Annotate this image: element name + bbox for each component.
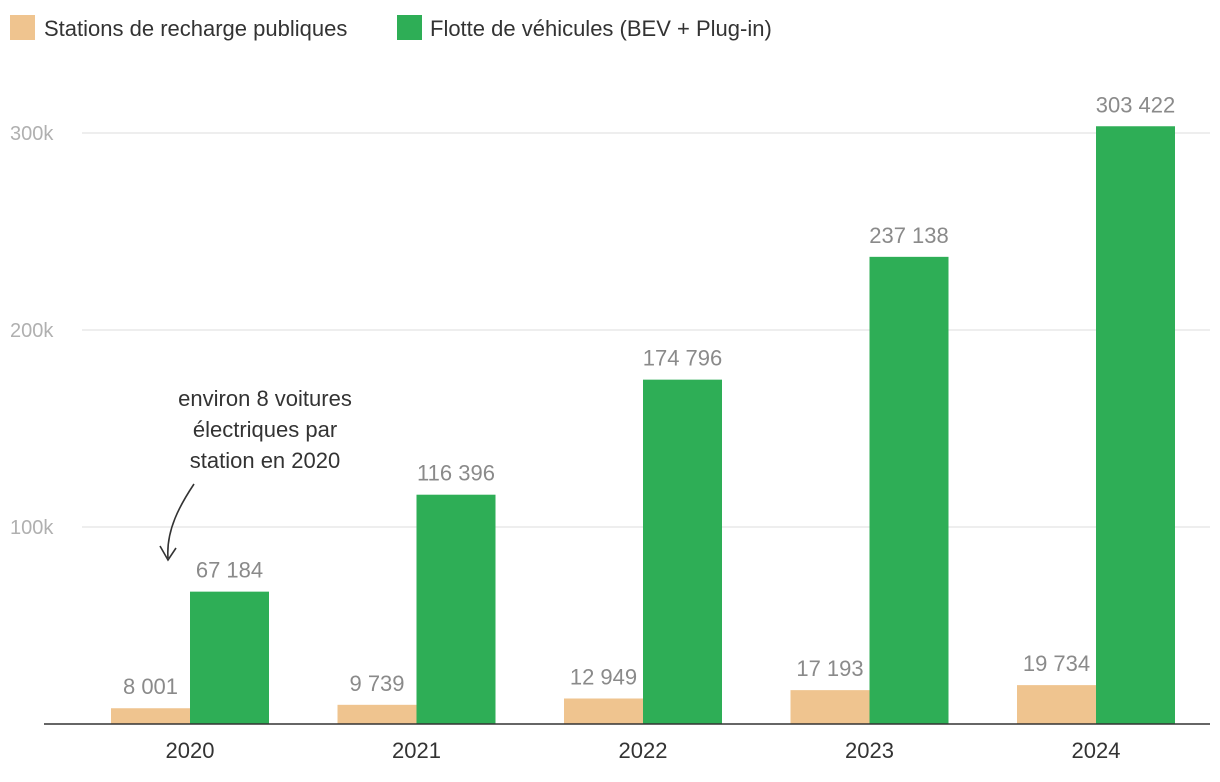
annotation: environ 8 voitures électriques par station… xyxy=(159,386,352,562)
annotation-line-2: électriques par xyxy=(193,417,337,442)
bar-vehicles-2022 xyxy=(643,379,722,724)
data-label-stations-2022: 12 949 xyxy=(570,664,637,689)
data-label-vehicles-2023: 237 138 xyxy=(869,223,949,248)
y-tick-label: 300k xyxy=(10,123,54,145)
legend-label-2: Flotte de véhicules (BEV + Plug-in) xyxy=(430,16,772,41)
x-axis-ticks: 2020 2021 2022 2023 2024 xyxy=(166,738,1121,763)
bar-stations-2020 xyxy=(111,708,190,724)
bar-stations-2023 xyxy=(790,690,870,724)
bar-vehicles-2021 xyxy=(416,494,496,724)
legend-swatch-1 xyxy=(10,15,35,40)
bar-vehicles-2023 xyxy=(869,256,949,724)
bar-stations-2022 xyxy=(564,698,643,724)
data-label-vehicles-2024: 303 422 xyxy=(1096,92,1176,117)
x-tick-label-2020: 2020 xyxy=(166,738,215,763)
y-tick-label: 200k xyxy=(10,320,54,342)
bars xyxy=(111,126,1175,724)
value-labels: 8 001 67 184 9 739 116 396 12 949 174 796 17 1… xyxy=(123,92,1175,699)
x-tick-label-2024: 2024 xyxy=(1072,738,1121,763)
data-label-stations-2023: 17 193 xyxy=(796,656,863,681)
data-label-stations-2024: 19 734 xyxy=(1023,651,1090,676)
legend: Stations de recharge publiques Flotte de … xyxy=(10,15,772,41)
bar-stations-2024 xyxy=(1017,685,1096,724)
y-axis-ticks: 100k 200k 300k xyxy=(10,123,54,539)
data-label-vehicles-2020: 67 184 xyxy=(196,558,263,583)
legend-swatch-2 xyxy=(397,15,422,40)
bar-vehicles-2020 xyxy=(190,591,269,724)
x-tick-label-2022: 2022 xyxy=(619,738,668,763)
x-tick-label-2023: 2023 xyxy=(845,738,894,763)
data-label-vehicles-2021: 116 396 xyxy=(417,461,495,486)
legend-label-1: Stations de recharge publiques xyxy=(44,16,347,41)
data-label-stations-2020: 8 001 xyxy=(123,674,178,699)
annotation-arrow xyxy=(167,483,195,559)
y-tick-label: 100k xyxy=(10,517,54,539)
x-tick-label-2021: 2021 xyxy=(392,738,441,763)
annotation-line-1: environ 8 voitures xyxy=(178,386,352,411)
annotation-arrowhead xyxy=(159,545,177,562)
bar-vehicles-2024 xyxy=(1096,126,1175,724)
data-label-stations-2021: 9 739 xyxy=(349,671,404,696)
bar-stations-2021 xyxy=(337,704,417,724)
annotation-line-3: station en 2020 xyxy=(190,448,340,473)
data-label-vehicles-2022: 174 796 xyxy=(643,346,723,371)
